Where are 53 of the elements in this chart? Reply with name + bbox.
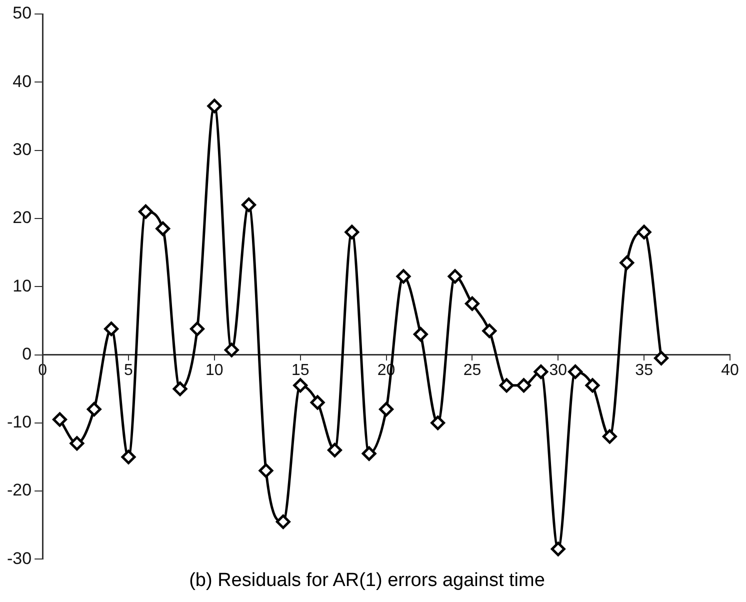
point [172, 382, 188, 396]
point [654, 350, 669, 366]
point [293, 378, 308, 393]
point [396, 269, 411, 284]
point [52, 412, 68, 427]
y-tick-label: 10 [12, 276, 32, 296]
point [362, 446, 376, 461]
point [464, 296, 480, 311]
point [344, 224, 360, 240]
point [224, 342, 239, 358]
y-tick-label: 30 [12, 140, 32, 159]
point [550, 542, 566, 556]
point [620, 256, 634, 270]
y-tick-label: 40 [12, 72, 32, 91]
point [207, 98, 222, 114]
point [242, 198, 256, 212]
point [379, 402, 394, 417]
y-tick-label: -10 [6, 412, 32, 432]
point [413, 327, 428, 342]
y-tick-label: 50 [12, 4, 32, 23]
point [602, 429, 617, 444]
point [86, 402, 102, 417]
x-tick-label: 15 [291, 362, 310, 379]
y-tick-label: -30 [6, 548, 32, 568]
x-tick-label: 10 [206, 362, 224, 379]
x-tick-label: 30 [549, 362, 568, 379]
y-tick-label: 20 [12, 208, 32, 228]
point [258, 463, 274, 478]
point [448, 269, 462, 284]
point [568, 364, 583, 380]
point [430, 416, 446, 430]
point [499, 378, 514, 393]
point [190, 322, 204, 336]
point [534, 364, 548, 380]
y-tick-label: 0 [22, 344, 32, 364]
point [121, 450, 136, 464]
point [636, 224, 652, 240]
x-tick-label: 35 [635, 362, 654, 379]
point [482, 324, 497, 338]
y-tick-label: -20 [6, 480, 32, 500]
x-tick-label: 40 [721, 362, 739, 379]
x-tick-label: 25 [463, 362, 482, 379]
point [138, 204, 153, 219]
point [327, 442, 342, 458]
point [310, 395, 325, 410]
point [104, 322, 119, 336]
point [516, 378, 532, 393]
point [70, 436, 84, 451]
point [585, 378, 600, 393]
text: (b) Residuals for AR(1) errors against time [189, 570, 545, 591]
point [156, 221, 170, 236]
x-tick-label: 5 [124, 362, 134, 379]
point [276, 514, 290, 529]
